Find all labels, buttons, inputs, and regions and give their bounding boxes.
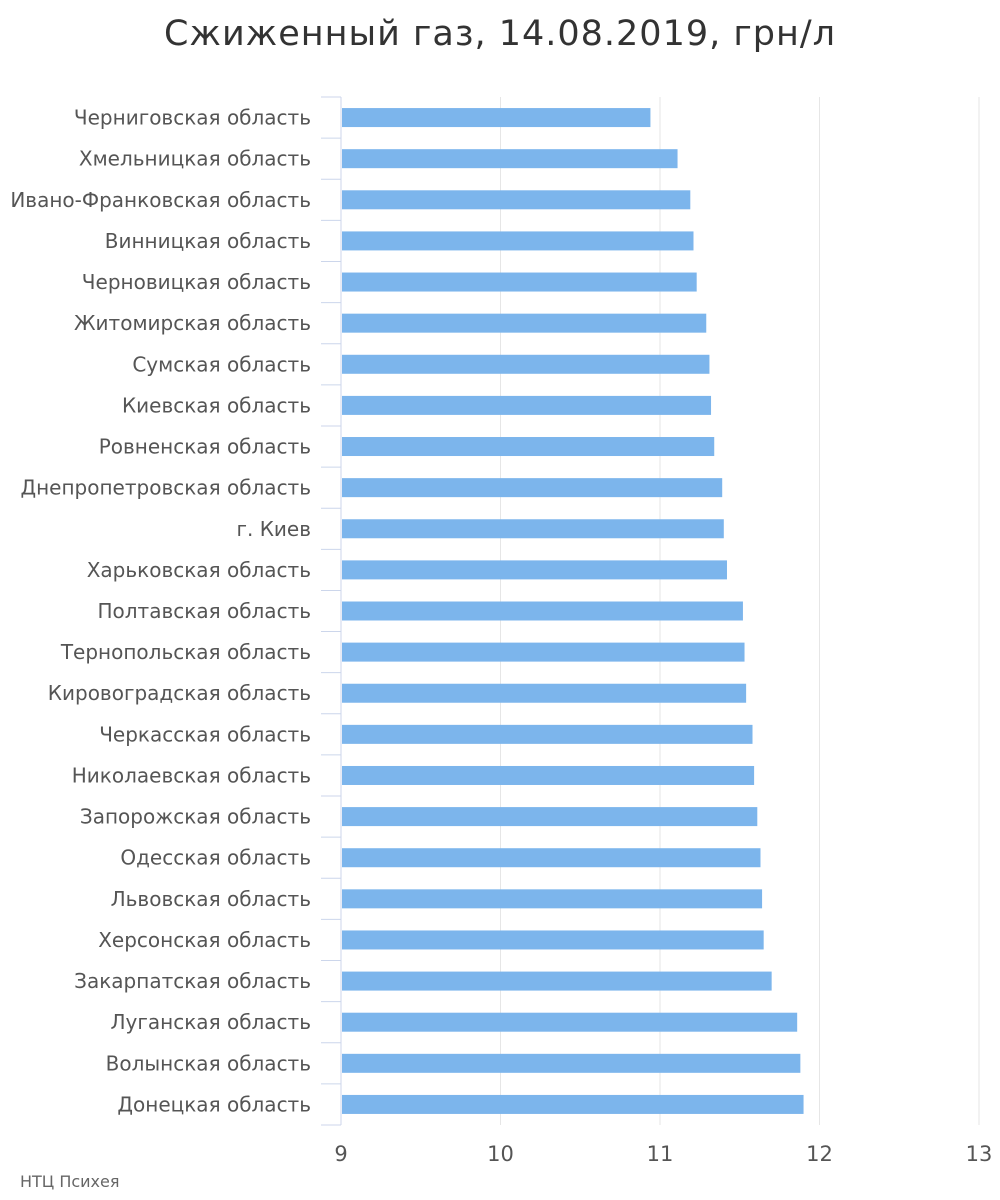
bar [342, 848, 761, 868]
category-label: Волынская область [106, 1051, 311, 1075]
source-label: НТЦ Психея [20, 1172, 120, 1191]
x-tick-label: 10 [487, 1142, 514, 1166]
bar [342, 1094, 804, 1114]
category-label: Днепропетровская область [20, 476, 311, 500]
category-label: Одесская область [120, 846, 311, 870]
category-label: Киевская область [122, 393, 311, 417]
x-tick-label: 9 [334, 1142, 347, 1166]
category-label: Хмельницкая область [79, 147, 311, 171]
bar [342, 724, 753, 744]
bar [342, 190, 691, 210]
bar [342, 889, 763, 909]
category-label: Винницкая область [105, 229, 311, 253]
category-label: Херсонская область [98, 928, 311, 952]
bar [342, 930, 764, 950]
chart-title: Сжиженный газ, 14.08.2019, грн/л [163, 14, 837, 54]
category-label: г. Киев [236, 517, 311, 541]
bar [342, 642, 745, 662]
category-label: Запорожская область [80, 805, 311, 829]
bar [342, 971, 772, 991]
bar [342, 395, 712, 415]
bar [342, 1053, 801, 1073]
bar [342, 313, 707, 333]
bar [342, 272, 697, 292]
category-label: Луганская область [111, 1010, 311, 1034]
category-labels: Черниговская область Хмельницкая область И… [10, 106, 311, 1117]
bar [342, 149, 678, 169]
bar [342, 108, 651, 128]
x-tick-label: 11 [647, 1142, 674, 1166]
bar [342, 231, 694, 251]
bar [342, 354, 710, 374]
bar [342, 437, 715, 457]
bar [342, 560, 727, 580]
bar [342, 807, 758, 827]
category-label: Полтавская область [97, 599, 311, 623]
x-tick-label: 13 [966, 1142, 993, 1166]
category-label: Житомирская область [74, 311, 311, 335]
category-label: Донецкая область [117, 1092, 311, 1116]
category-label: Львовская область [111, 887, 311, 911]
bar [342, 478, 723, 498]
category-label: Кировоградская область [48, 681, 311, 705]
bars [342, 108, 804, 1114]
bar [342, 765, 755, 785]
category-label: Ивано-Франковская область [10, 188, 311, 212]
category-label: Черкасская область [99, 722, 311, 746]
category-label: Ровненская область [99, 435, 311, 459]
category-label: Тернопольская область [60, 640, 311, 664]
y-axis [321, 96, 342, 1126]
category-label: Черновицкая область [82, 270, 311, 294]
category-label: Черниговская область [74, 106, 311, 130]
bar [342, 519, 724, 539]
bar [342, 1012, 798, 1032]
category-label: Харьковская область [87, 558, 311, 582]
category-label: Николаевская область [72, 763, 311, 787]
x-tick-label: 12 [806, 1142, 833, 1166]
bar [342, 601, 743, 621]
bar [342, 683, 747, 703]
category-label: Сумская область [132, 352, 311, 376]
x-axis-ticks: 9 10 11 12 13 [334, 1142, 992, 1166]
category-label: Закарпатская область [74, 969, 311, 993]
